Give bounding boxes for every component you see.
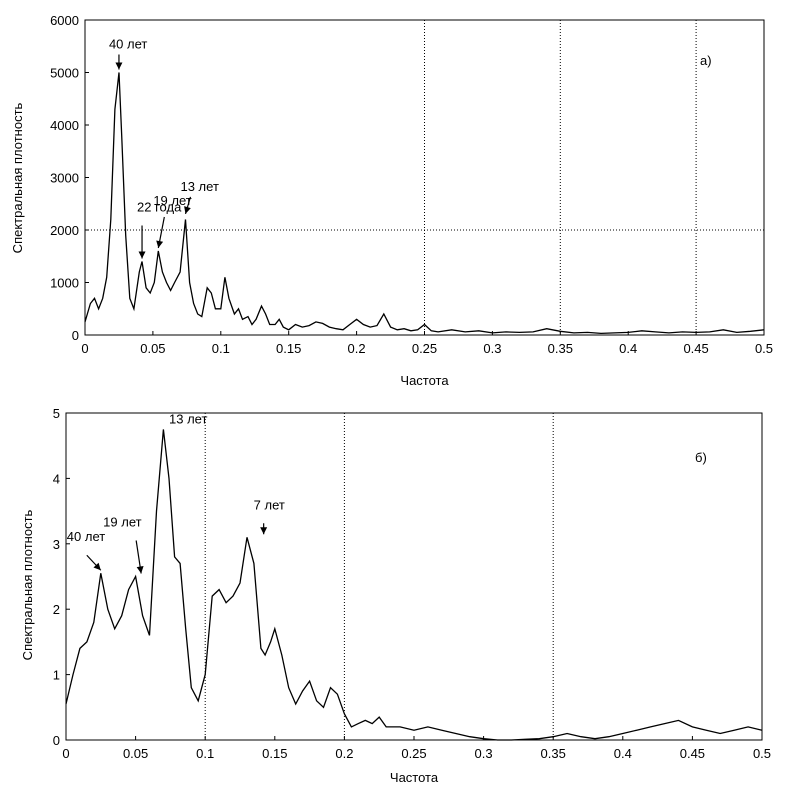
annotation-arrow-head xyxy=(115,62,123,70)
x-tick-label: 0.3 xyxy=(483,341,501,356)
annotation-label: 13 лет xyxy=(180,179,218,194)
x-tick-label: 0.2 xyxy=(335,746,353,761)
y-tick-label: 5000 xyxy=(50,66,79,81)
x-tick-label: 0.05 xyxy=(140,341,165,356)
annotation-label: 40 лет xyxy=(109,37,147,52)
annotation-arrow-head xyxy=(93,562,101,571)
panel-label: б) xyxy=(695,450,707,465)
y-tick-label: 4000 xyxy=(50,118,79,133)
y-tick-label: 6000 xyxy=(50,13,79,28)
chart-panel-a: 0 0.05 0.1 0.15 0.2 0.25 0.3 0.35 0.4 0.45 0.5 0 100… xyxy=(10,13,773,388)
x-tick-label: 0 xyxy=(62,746,69,761)
plot-frame xyxy=(65,412,763,741)
annotation-arrow-head xyxy=(260,527,268,535)
y-tick-label: 4 xyxy=(53,471,60,486)
y-axis-title: Спектральная плотность xyxy=(10,102,25,253)
x-tick-label: 0.45 xyxy=(680,746,705,761)
x-tick-label: 0.2 xyxy=(348,341,366,356)
x-tick-label: 0.45 xyxy=(683,341,708,356)
x-axis-title: Частота xyxy=(390,770,439,785)
x-tick-label: 0.4 xyxy=(614,746,632,761)
annotation-label: 40 лет xyxy=(67,529,105,544)
panel-label: а) xyxy=(700,53,712,68)
x-tick-label: 0.05 xyxy=(123,746,148,761)
x-tick-label: 0.15 xyxy=(262,746,287,761)
annotation-arrow-head xyxy=(138,251,146,259)
x-tick-label: 0.4 xyxy=(619,341,637,356)
series-line xyxy=(84,72,765,335)
y-tick-label: 0 xyxy=(53,733,60,748)
y-tick-label: 5 xyxy=(53,406,60,421)
x-tick-label: 0.15 xyxy=(276,341,301,356)
x-tick-label: 0.5 xyxy=(755,341,773,356)
x-tick-label: 0.35 xyxy=(541,746,566,761)
y-axis-title: Спектральная плотность xyxy=(20,509,35,660)
y-tick-label: 1 xyxy=(53,668,60,683)
x-tick-label: 0.25 xyxy=(401,746,426,761)
x-axis-title: Частота xyxy=(400,373,449,388)
annotation-arrow-head xyxy=(184,206,191,214)
x-tick-label: 0.25 xyxy=(412,341,437,356)
annotation-label: 19 лет xyxy=(153,193,191,208)
annotation-label: 7 лет xyxy=(254,497,285,512)
y-tick-label: 2 xyxy=(53,602,60,617)
y-tick-label: 1000 xyxy=(50,276,79,291)
chart-panel-b: 0 0.05 0.1 0.15 0.2 0.25 0.3 0.35 0.4 0.45 0.5 0 1 2 3… xyxy=(20,406,771,785)
annotation-label: 19 лет xyxy=(103,515,141,530)
x-tick-label: 0.3 xyxy=(475,746,493,761)
x-tick-label: 0 xyxy=(81,341,88,356)
x-tick-label: 0.35 xyxy=(548,341,573,356)
annotation-arrow-head xyxy=(136,566,144,574)
annotation-label: 22 года xyxy=(137,200,182,215)
annotation-label: 13 лет xyxy=(169,411,207,426)
series-line xyxy=(65,429,763,741)
x-tick-label: 0.1 xyxy=(196,746,214,761)
y-tick-label: 2000 xyxy=(50,223,79,238)
y-tick-label: 0 xyxy=(72,328,79,343)
annotation-arrow-head xyxy=(156,240,164,248)
y-tick-label: 3000 xyxy=(50,171,79,186)
x-tick-label: 0.1 xyxy=(212,341,230,356)
x-tick-label: 0.5 xyxy=(753,746,771,761)
y-tick-label: 3 xyxy=(53,537,60,552)
